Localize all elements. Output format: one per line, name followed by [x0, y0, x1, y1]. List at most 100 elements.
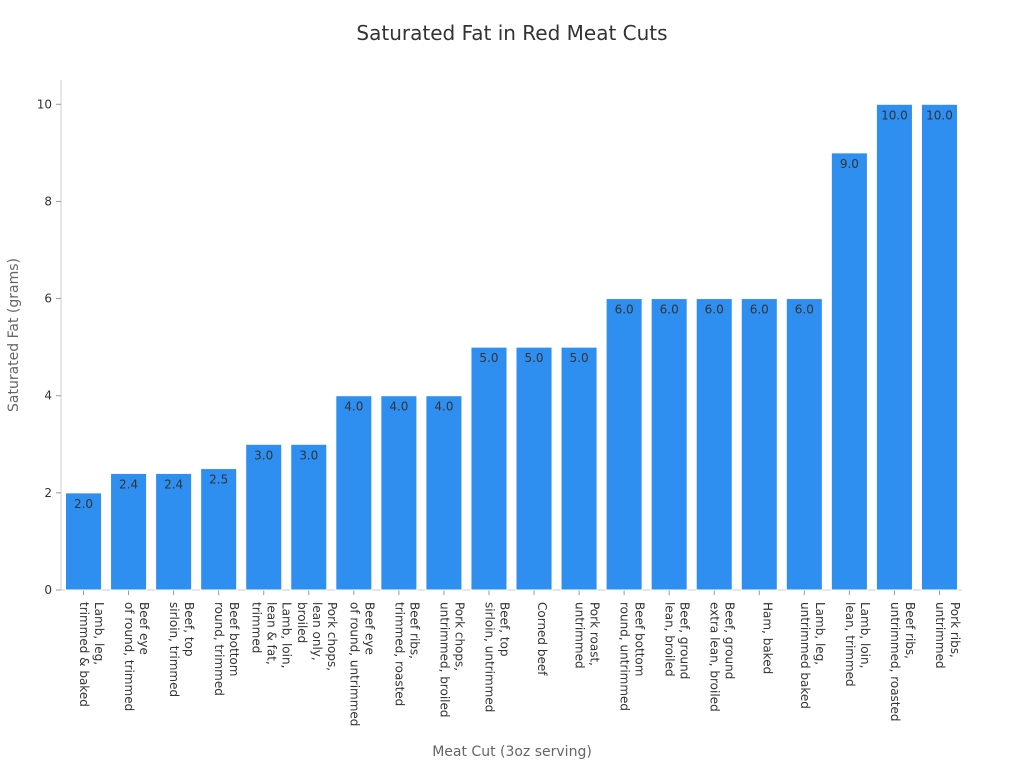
category-label-line: round, trimmed: [212, 602, 226, 696]
category-label-line: Pork chops,: [452, 602, 466, 671]
category-label: Ham, baked: [760, 602, 774, 674]
category-label-line: untrimmed baked: [798, 602, 812, 709]
bar: [695, 298, 733, 591]
category-label: Pork chops,lean only,broiled: [295, 602, 339, 671]
data-label: 5.0: [570, 351, 589, 365]
category-label-line: untrimmed: [933, 602, 947, 669]
bar: [785, 298, 823, 591]
data-label: 6.0: [795, 303, 814, 317]
category-label-line: trimmed & baked: [77, 602, 91, 707]
category-label-line: Corned beef: [535, 602, 549, 676]
data-label: 10.0: [881, 108, 908, 122]
category-label-line: Pork chops,: [325, 602, 339, 671]
category-label-line: of round, untrimmed: [347, 602, 361, 726]
category-label-line: untrimmed, broiled: [437, 602, 451, 718]
category-label-line: Beef, ground: [723, 602, 737, 679]
category-label-line: round, untrimmed: [618, 602, 632, 711]
data-label: 6.0: [705, 303, 724, 317]
data-label: 5.0: [479, 351, 498, 365]
data-labels: 2.0 2.4 2.4 2.5 3.0 3.0 4.0 4.0 4.0 5.0 5.0 5.0 6.0 6…: [74, 108, 953, 511]
category-label-line: lean, trimmed: [843, 602, 857, 687]
data-label: 5.0: [524, 351, 543, 365]
category-label-line: Lamb, loin,: [280, 602, 294, 668]
data-label: 4.0: [344, 400, 363, 414]
data-label: 2.4: [164, 477, 183, 491]
category-label-line: lean, broiled: [663, 602, 677, 677]
bar: [380, 395, 418, 591]
data-label: 4.0: [434, 400, 453, 414]
category-label-line: Lamb, leg,: [92, 602, 106, 665]
y-tick-label: 6: [44, 292, 52, 306]
y-tick-label: 10: [37, 97, 52, 111]
category-label-line: lean & fat,: [265, 602, 279, 665]
category-label-line: untrimmed: [573, 602, 587, 669]
category-label-line: Beef bottom: [633, 602, 647, 676]
category-label-line: Beef bottom: [227, 602, 241, 676]
bar: [245, 443, 283, 591]
data-label: 2.5: [209, 473, 228, 487]
data-label: 6.0: [660, 303, 679, 317]
category-label-line: Beef ribs,: [903, 602, 917, 659]
category-label-line: extra lean, broiled: [708, 602, 722, 712]
y-tick-label: 2: [44, 486, 52, 500]
bar: [335, 395, 373, 591]
bars: [65, 103, 958, 591]
bar: [65, 492, 103, 591]
category-label-line: sirloin, trimmed: [167, 602, 181, 697]
category-label-line: Beef eye: [137, 602, 151, 655]
category-label: Lamb, loin,lean, trimmed: [843, 602, 872, 687]
bar: [290, 443, 328, 591]
data-label: 3.0: [254, 448, 273, 462]
y-tick-label: 4: [44, 389, 52, 403]
bar: [650, 298, 688, 591]
category-label-line: Beef, ground: [678, 602, 692, 679]
category-label-line: Lamb, loin,: [858, 602, 872, 668]
bar: [560, 346, 598, 591]
category-label-line: Lamb, leg,: [813, 602, 827, 665]
data-label: 2.4: [119, 477, 138, 491]
category-label: Lamb, leg,trimmed & baked: [77, 602, 106, 707]
bar: [920, 103, 958, 591]
data-label: 4.0: [389, 400, 408, 414]
category-label: Lamb, leg,untrimmed baked: [798, 602, 827, 709]
category-label-line: trimmed, roasted: [392, 602, 406, 706]
data-label: 3.0: [299, 448, 318, 462]
category-label-line: Pork roast,: [588, 602, 602, 666]
bar: [470, 346, 508, 591]
category-label-line: sirloin, untrimmed: [482, 602, 496, 712]
data-label: 10.0: [926, 108, 953, 122]
chart-title: Saturated Fat in Red Meat Cuts: [356, 21, 667, 45]
category-label-line: Beef, top: [497, 602, 511, 657]
bar: [425, 395, 463, 591]
bar: [155, 472, 193, 591]
bar: [605, 298, 643, 591]
category-label-line: Ham, baked: [760, 602, 774, 674]
data-label: 6.0: [750, 303, 769, 317]
category-label-line: lean only,: [310, 602, 324, 661]
bar: [875, 103, 913, 591]
bar: [110, 472, 148, 591]
bar: [740, 298, 778, 591]
category-label: Pork ribs,untrimmed: [933, 602, 962, 669]
bar: [830, 152, 868, 591]
category-label: Beef ribs,trimmed, roasted: [392, 602, 421, 706]
category-label-line: of round, trimmed: [122, 602, 136, 711]
category-label-line: broiled: [295, 602, 309, 643]
category-label-line: trimmed: [250, 602, 264, 653]
category-label: Pork chops,untrimmed, broiled: [437, 602, 466, 718]
category-label-line: Beef, top: [182, 602, 196, 657]
x-axis-title: Meat Cut (3oz serving): [432, 744, 592, 760]
data-label: 6.0: [615, 303, 634, 317]
data-label: 2.0: [74, 497, 93, 511]
category-label-line: Beef eye: [362, 602, 376, 655]
category-label: Corned beef: [535, 602, 549, 676]
